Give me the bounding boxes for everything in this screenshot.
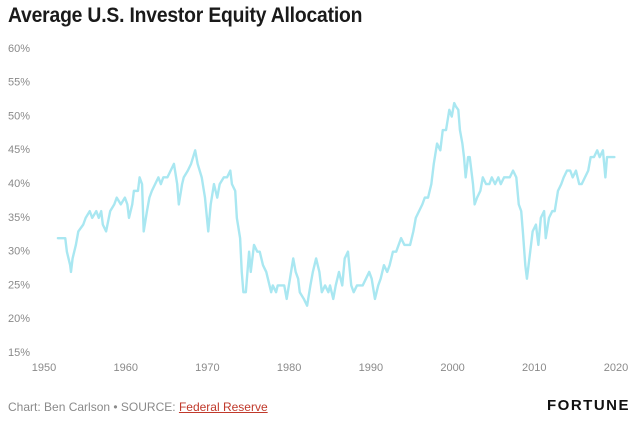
source-link[interactable]: Federal Reserve	[178, 400, 268, 414]
x-tick-label: 2020	[604, 362, 628, 374]
x-tick-label: 1990	[359, 362, 383, 374]
y-tick-label: 60%	[8, 43, 30, 55]
footer: Chart: Ben Carlson • SOURCE: Federal Res…	[8, 400, 268, 414]
y-tick-label: 40%	[8, 178, 30, 190]
data-line	[56, 101, 616, 307]
x-tick-label: 1960	[113, 362, 137, 374]
x-tick-label: 2010	[522, 362, 546, 374]
y-tick-label: 30%	[8, 246, 30, 258]
y-tick-label: 35%	[8, 212, 30, 224]
brand-logo: FORTUNE	[547, 397, 630, 414]
chart-title: Average U.S. Investor Equity Allocation	[8, 4, 363, 27]
y-tick-label: 25%	[8, 279, 30, 291]
source-prefix: Chart: Ben Carlson • SOURCE:	[8, 400, 176, 414]
y-tick-label: 55%	[8, 77, 30, 89]
y-tick-label: 20%	[8, 313, 30, 325]
x-tick-label: 1980	[277, 362, 301, 374]
y-tick-label: 45%	[8, 144, 30, 156]
x-tick-label: 2000	[440, 362, 464, 374]
y-tick-label: 15%	[8, 347, 30, 359]
x-tick-label: 1970	[195, 362, 219, 374]
x-tick-label: 1950	[32, 362, 56, 374]
y-tick-label: 50%	[8, 110, 30, 122]
